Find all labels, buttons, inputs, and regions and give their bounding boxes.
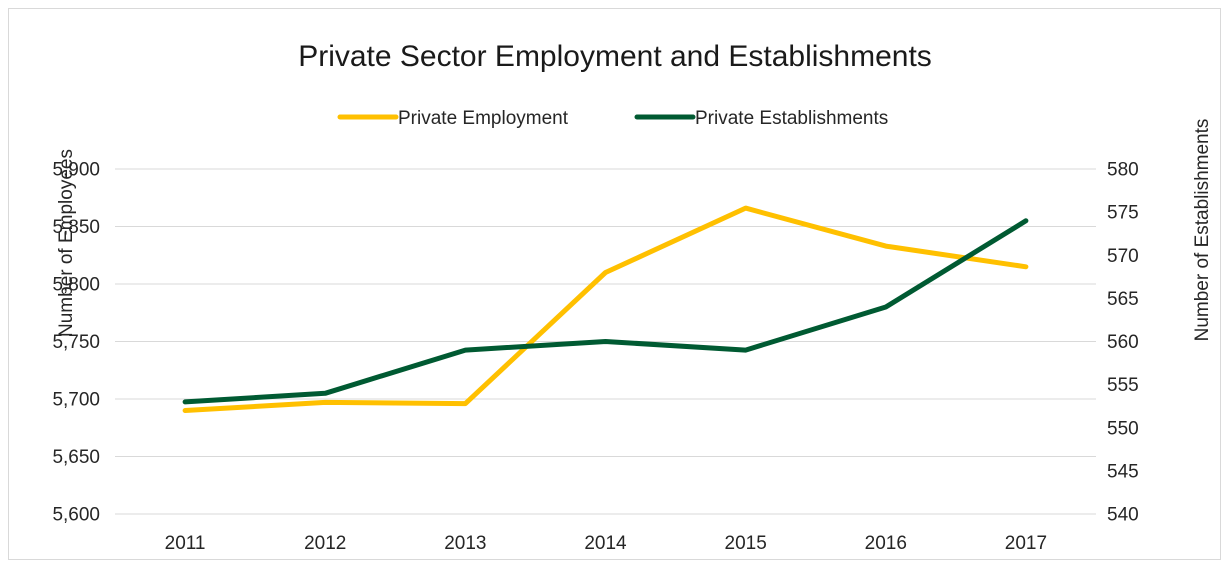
x-tick-label: 2014 xyxy=(584,533,627,554)
left-tick-label: 5,800 xyxy=(52,275,100,296)
left-tick-label: 5,700 xyxy=(52,390,100,411)
x-tick-label: 2013 xyxy=(444,533,486,554)
right-tick-label: 540 xyxy=(1107,505,1139,526)
right-tick-label: 545 xyxy=(1107,461,1139,482)
right-axis-ticks: 540 545 550 555 560 565 570 575 580 xyxy=(1107,160,1139,526)
right-tick-label: 580 xyxy=(1107,160,1139,181)
x-tick-label: 2012 xyxy=(304,533,346,554)
right-tick-label: 570 xyxy=(1107,246,1139,267)
legend-label: Private Establishments xyxy=(695,108,888,129)
x-axis-ticks: 2011 2012 2013 2014 2015 2016 2017 xyxy=(165,533,1047,554)
right-tick-label: 575 xyxy=(1107,203,1139,224)
right-axis-title: Number of Establishments xyxy=(1192,119,1213,342)
left-tick-label: 5,900 xyxy=(52,160,100,181)
chart-title: Private Sector Employment and Establishm… xyxy=(298,40,932,73)
legend: Private Employment Private Establishments xyxy=(337,108,888,129)
right-tick-label: 550 xyxy=(1107,418,1139,439)
left-tick-label: 5,750 xyxy=(52,332,100,353)
x-tick-label: 2011 xyxy=(165,533,206,554)
x-tick-label: 2016 xyxy=(865,533,907,554)
left-tick-label: 5,650 xyxy=(52,447,100,468)
left-axis-title: Number of Employees xyxy=(56,149,77,337)
legend-label: Private Employment xyxy=(398,108,569,129)
left-axis-ticks: 5,600 5,650 5,700 5,750 5,800 5,850 5,900 xyxy=(52,160,100,526)
right-tick-label: 560 xyxy=(1107,332,1139,353)
x-tick-label: 2017 xyxy=(1005,533,1047,554)
x-tick-label: 2015 xyxy=(725,533,767,554)
series-line-private-employment xyxy=(182,205,1029,413)
left-tick-label: 5,600 xyxy=(52,505,100,526)
series-lines xyxy=(182,205,1029,413)
left-tick-label: 5,850 xyxy=(52,217,100,238)
right-tick-label: 565 xyxy=(1107,289,1139,310)
right-tick-label: 555 xyxy=(1107,375,1139,396)
series-line-private-establishments xyxy=(182,218,1029,405)
